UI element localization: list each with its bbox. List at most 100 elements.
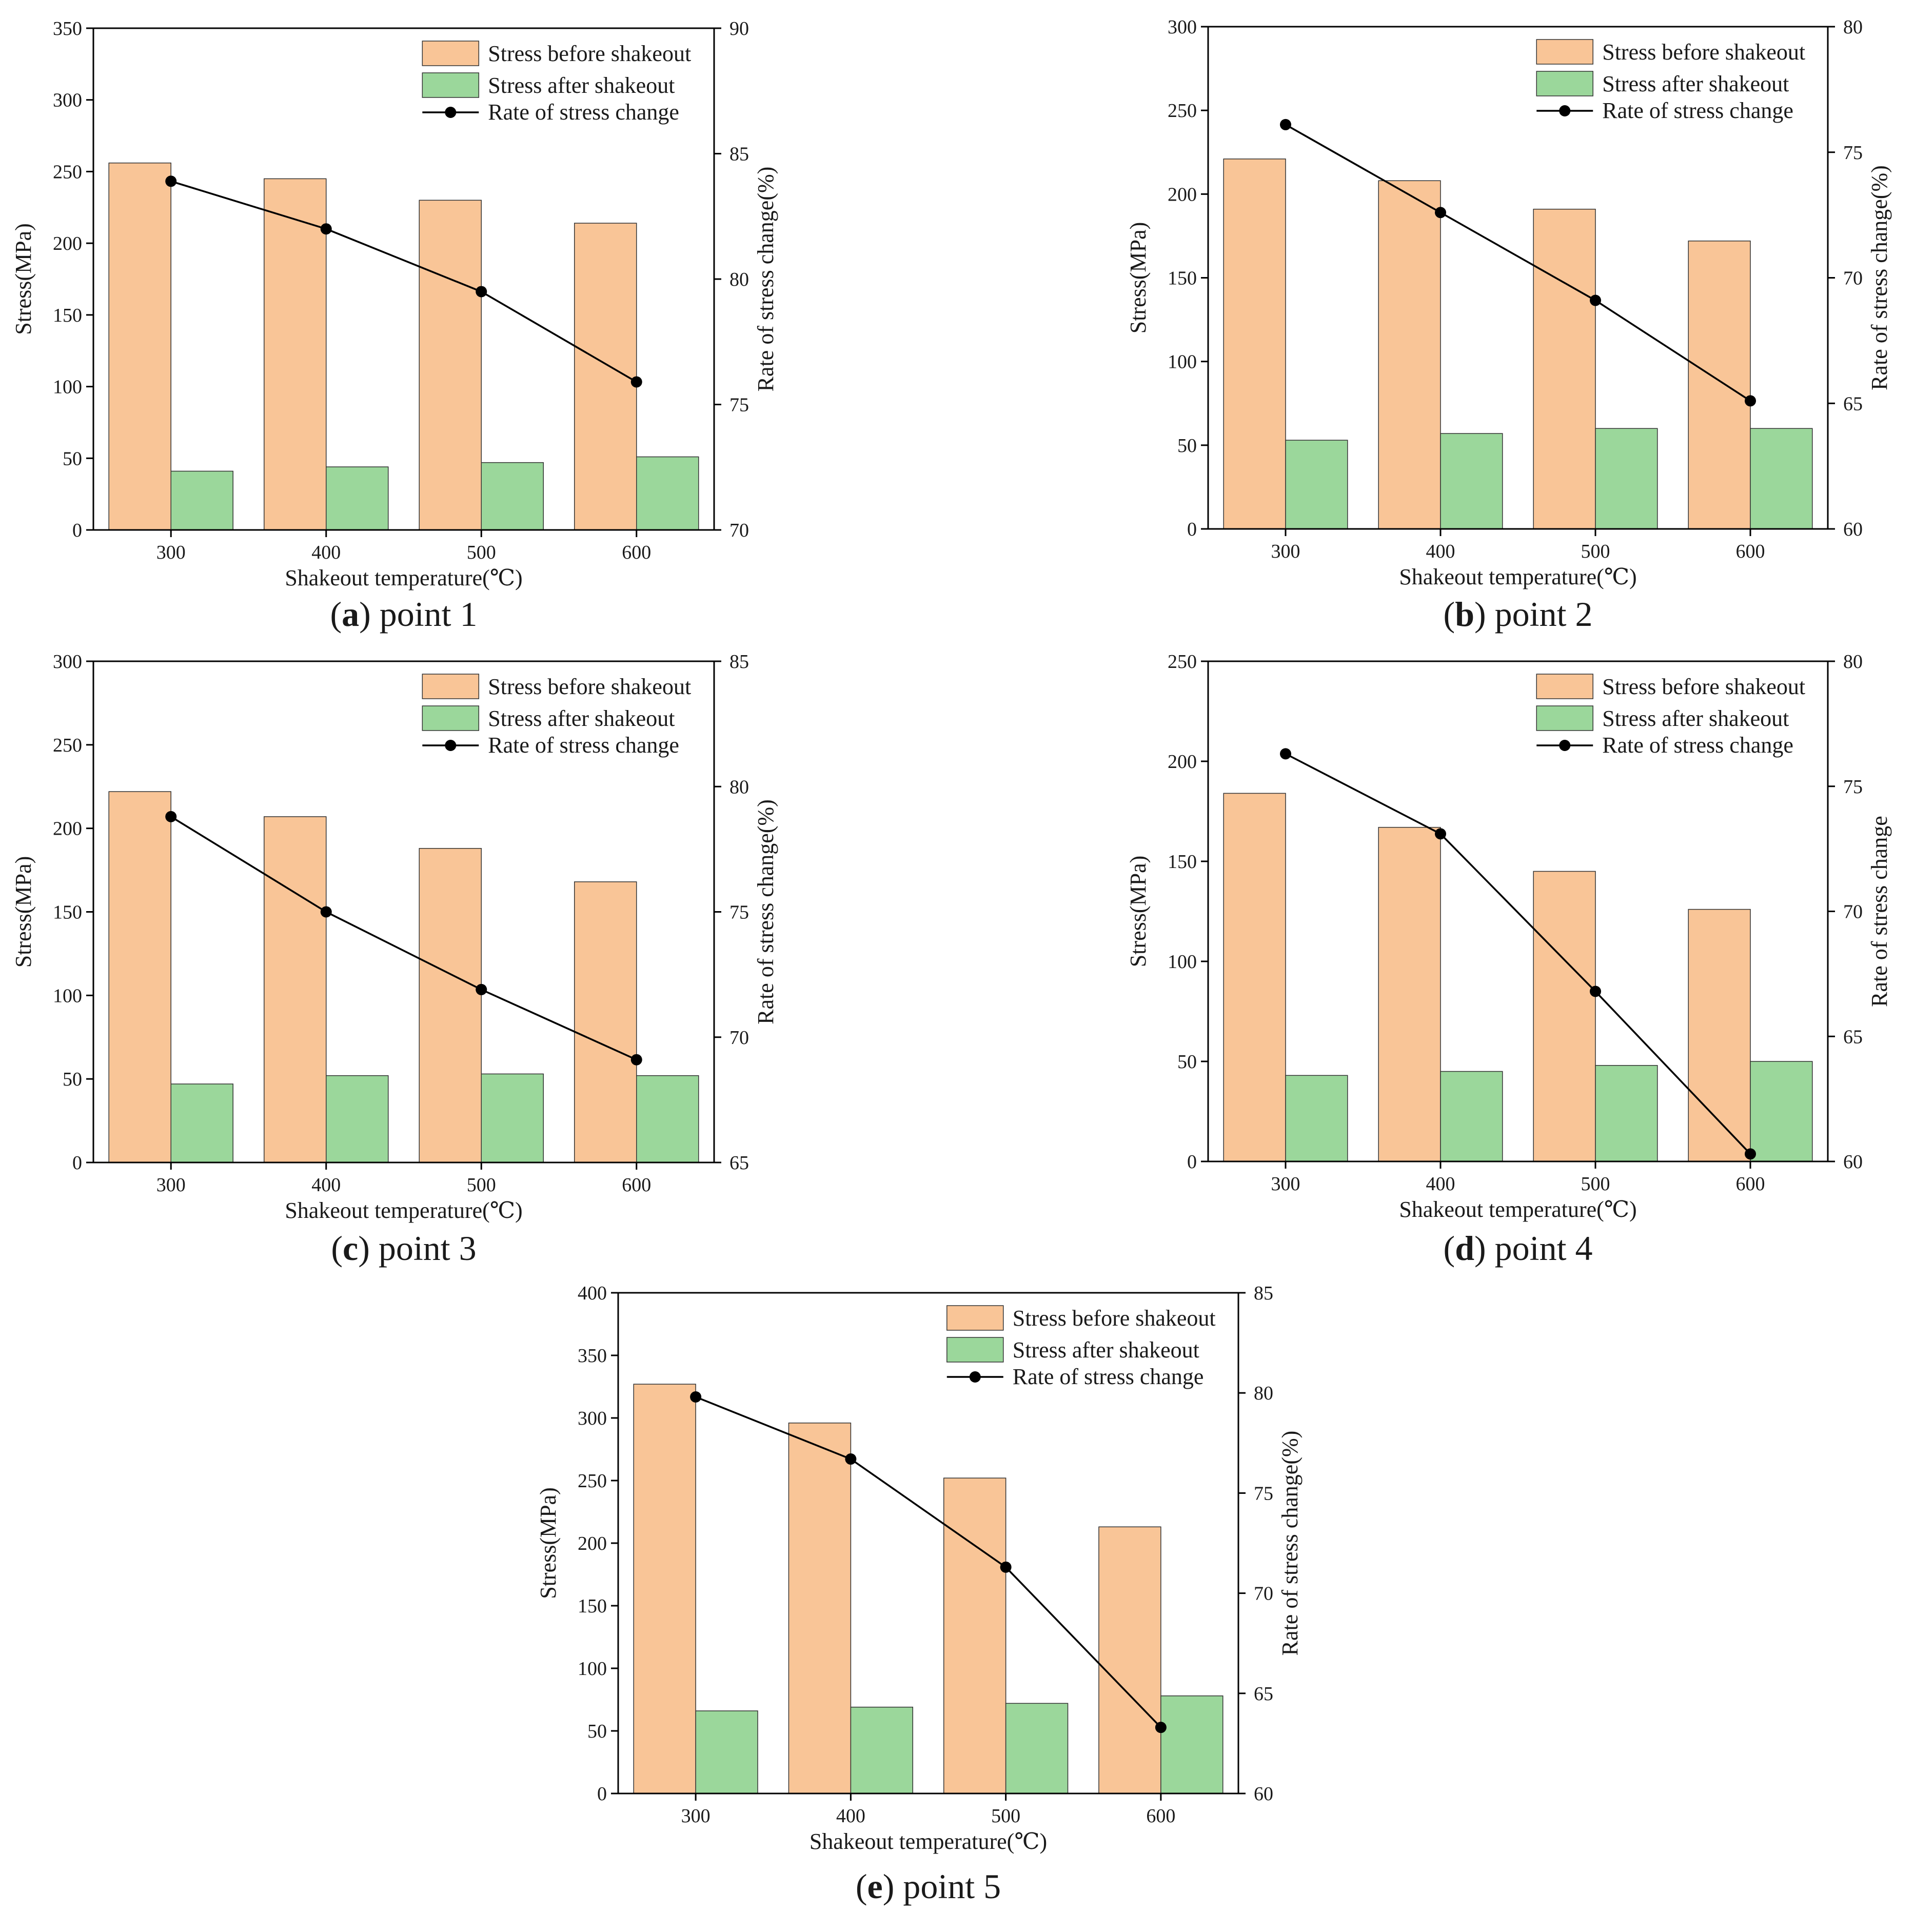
caption-paren-close: ) — [1474, 595, 1486, 634]
bar-before-shakeout — [1533, 871, 1596, 1162]
y2-tick-label: 80 — [729, 269, 749, 290]
chart-panel-c: 0 50 100 150 200 250 300 65 70 75 80 85 300 400 500 600… — [11, 651, 778, 1268]
chart-panel-a: 0 50 100 150 200 250 300 350 70 75 80 85 90 300 400 500… — [11, 18, 778, 634]
legend-label-rate: Rate of stress change — [1013, 1364, 1204, 1389]
rate-line — [170, 816, 637, 1061]
y2-tick-label: 75 — [1843, 142, 1863, 164]
bar-after-shakeout — [326, 1075, 389, 1163]
legend-label-before: Stress before shakeout — [488, 674, 691, 699]
y-tick-label: 200 — [578, 1533, 607, 1554]
y2-axis-title: Rate of stress change(%) — [753, 799, 778, 1024]
bar-before-shakeout — [264, 816, 327, 1163]
y-tick-label: 250 — [578, 1470, 607, 1492]
y-axis-title: Stress(MPa) — [1126, 856, 1151, 968]
y-tick-label: 50 — [63, 1069, 82, 1090]
legend-swatch-after — [946, 1337, 1004, 1363]
bar-after-shakeout — [481, 1073, 544, 1163]
rate-point — [165, 175, 177, 187]
legend-marker-rate — [445, 107, 457, 118]
legend-label-after: Stress after shakeout — [1602, 706, 1789, 731]
y-tick-label: 100 — [1168, 951, 1197, 973]
y2-tick-label: 90 — [729, 18, 749, 40]
legend-label-after: Stress after shakeout — [1013, 1337, 1199, 1363]
y-tick-label: 150 — [1168, 268, 1197, 289]
bar-before-shakeout — [943, 1477, 1007, 1794]
y2-tick-label: 75 — [1254, 1483, 1273, 1504]
caption-paren-open: ( — [1444, 595, 1455, 634]
rate-point — [1280, 748, 1291, 760]
y-tick-label: 200 — [1168, 184, 1197, 205]
y2-tick-label: 75 — [1843, 776, 1863, 798]
panel-caption: (a) point 1 — [330, 595, 477, 634]
x-tick-label: 400 — [836, 1805, 865, 1827]
bar-after-shakeout — [170, 1083, 233, 1163]
x-axis-title: Shakeout temperature(℃) — [1399, 564, 1636, 589]
x-tick-label: 600 — [1736, 1173, 1765, 1195]
x-tick-label: 300 — [156, 1174, 186, 1196]
x-tick-label: 400 — [1426, 541, 1455, 562]
caption-paren-close: ) — [359, 595, 371, 634]
y-tick-label: 50 — [587, 1721, 607, 1742]
rate-point — [165, 811, 177, 822]
y2-tick-label: 80 — [1843, 16, 1863, 38]
y2-tick-label: 70 — [729, 520, 749, 541]
caption-text: point 5 — [894, 1867, 1001, 1906]
x-tick-label: 500 — [1581, 1173, 1610, 1195]
panel-caption: (e) point 5 — [856, 1867, 1001, 1906]
bar-before-shakeout — [574, 881, 637, 1163]
y-tick-label: 150 — [1168, 851, 1197, 873]
x-tick-label: 400 — [1426, 1173, 1455, 1195]
caption-paren-open: ( — [1444, 1229, 1455, 1268]
legend-marker-rate — [969, 1371, 981, 1383]
y-tick-label: 0 — [1187, 1151, 1197, 1173]
y2-tick-label: 75 — [729, 395, 749, 416]
y2-tick-label: 70 — [1843, 268, 1863, 289]
legend-marker-rate — [445, 740, 457, 751]
rate-point — [630, 1054, 642, 1066]
bar-before-shakeout — [1378, 826, 1441, 1162]
legend-swatch-before — [1536, 39, 1593, 65]
bar-after-shakeout — [1595, 428, 1658, 529]
x-axis-title: Shakeout temperature(℃) — [285, 1198, 522, 1223]
y-axis-title: Stress(MPa) — [11, 856, 36, 968]
chart-panel-d: 0 50 100 150 200 250 60 65 70 75 80 300 400 500 600 Sha… — [1126, 651, 1892, 1268]
caption-text: point 1 — [371, 595, 478, 634]
y2-tick-label: 80 — [729, 776, 749, 798]
y2-tick-label: 75 — [729, 902, 749, 923]
legend-marker-rate — [1559, 105, 1571, 116]
x-tick-label: 300 — [681, 1805, 711, 1827]
rate-point — [1745, 395, 1756, 407]
rate-point — [476, 286, 487, 298]
chart-panel-b: 0 50 100 150 200 250 300 60 65 70 75 80 300 400 500 600… — [1126, 16, 1892, 634]
y2-tick-label: 65 — [1843, 393, 1863, 415]
x-tick-label: 600 — [1146, 1805, 1175, 1827]
caption-letter: d — [1455, 1229, 1474, 1268]
legend-swatch-before — [422, 674, 480, 699]
y-tick-label: 350 — [53, 18, 82, 40]
y-tick-label: 0 — [72, 520, 82, 541]
y2-tick-label: 60 — [1254, 1783, 1273, 1805]
legend-label-rate: Rate of stress change — [1602, 98, 1793, 123]
y-tick-label: 400 — [578, 1283, 607, 1304]
legend-label-before: Stress before shakeout — [1602, 674, 1805, 699]
bar-after-shakeout — [1160, 1695, 1224, 1794]
x-tick-label: 300 — [156, 542, 186, 563]
x-tick-label: 500 — [467, 542, 496, 563]
legend-swatch-before — [422, 41, 480, 66]
y-tick-label: 150 — [53, 902, 82, 923]
y2-tick-label: 70 — [729, 1027, 749, 1049]
legend-label-after: Stress after shakeout — [488, 706, 675, 731]
y2-tick-label: 80 — [1254, 1383, 1273, 1404]
y-tick-label: 300 — [1168, 16, 1197, 38]
rate-point — [320, 906, 332, 918]
bar-before-shakeout — [264, 178, 327, 530]
y2-tick-label: 85 — [729, 144, 749, 165]
caption-letter: a — [342, 595, 359, 634]
y-axis-title: Stress(MPa) — [1126, 222, 1151, 334]
y-tick-label: 100 — [53, 377, 82, 398]
y-tick-label: 100 — [53, 985, 82, 1007]
bar-before-shakeout — [1688, 909, 1751, 1162]
bar-before-shakeout — [1688, 240, 1751, 529]
x-axis-title: Shakeout temperature(℃) — [1399, 1197, 1636, 1222]
bar-before-shakeout — [108, 162, 171, 530]
